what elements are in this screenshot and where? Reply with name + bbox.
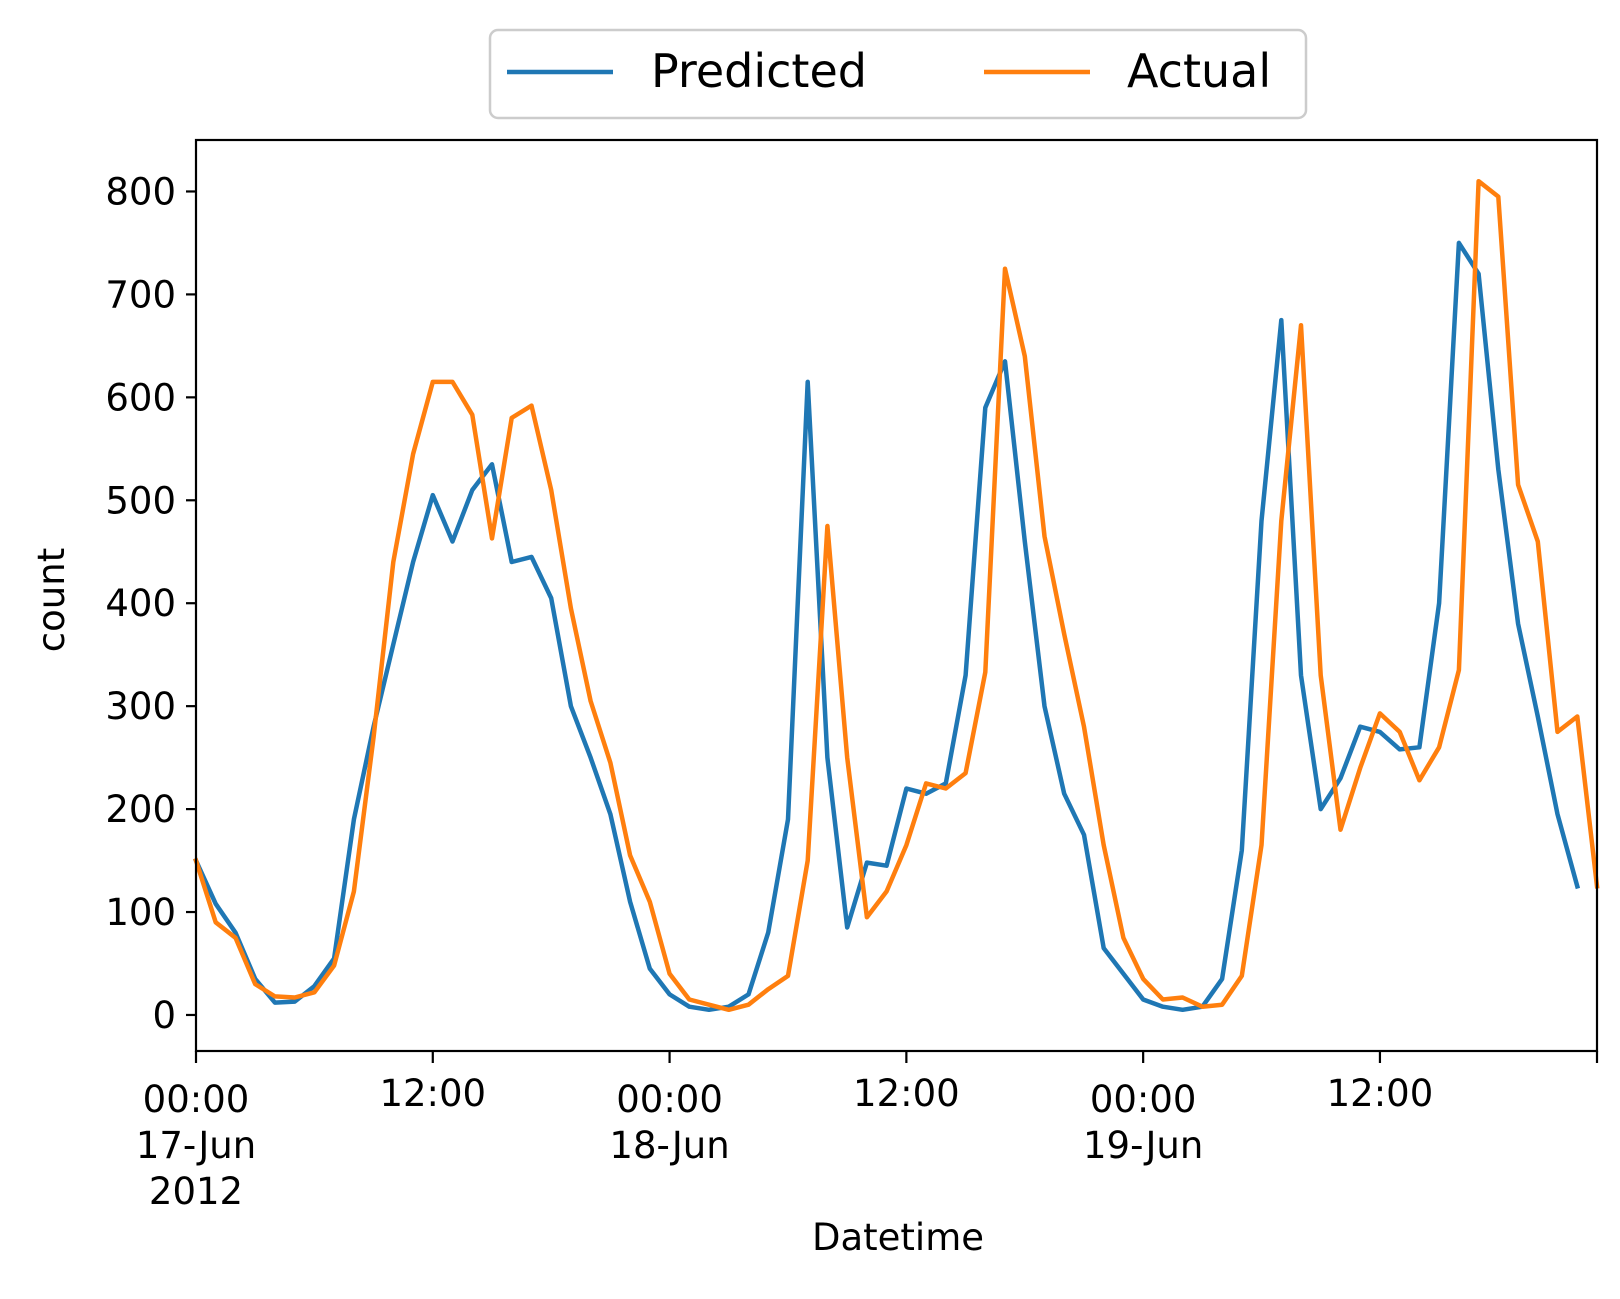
y-tick-label: 600: [105, 376, 176, 419]
x-tick-label: 12:00: [1327, 1072, 1434, 1115]
legend-label-predicted: Predicted: [651, 44, 867, 98]
series-actual: [193, 178, 1600, 1013]
plot-frame: [194, 138, 1599, 1053]
y-tick-label: 300: [105, 685, 176, 728]
x-tick-label: 00:00: [616, 1078, 723, 1121]
x-tick-label: 12:00: [853, 1072, 960, 1115]
x-tick-label: 18-Jun: [609, 1124, 729, 1167]
legend-label-actual: Actual: [1127, 44, 1271, 98]
y-tick-label: 200: [105, 788, 176, 831]
y-tick-label: 800: [105, 170, 176, 213]
x-tick-label: 19-Jun: [1083, 1124, 1203, 1167]
y-tick-label: 400: [105, 582, 176, 625]
x-axis-label: Datetime: [812, 1216, 984, 1259]
x-tick-label: 2012: [149, 1170, 243, 1213]
legend-frame: [488, 28, 1308, 120]
y-tick-label: 100: [105, 891, 176, 934]
y-tick-label: 700: [105, 273, 176, 316]
axes-layer: 010020030040050060070080000:0017-Jun2012…: [105, 138, 1599, 1213]
x-tick-label: 00:00: [1090, 1078, 1197, 1121]
x-tick-label: 00:00: [143, 1078, 250, 1121]
x-tick-label: 12:00: [379, 1072, 486, 1115]
y-tick-label: 500: [105, 479, 176, 522]
series-line-predicted: [193, 240, 1581, 1013]
y-tick-label: 0: [152, 994, 176, 1037]
series-line-actual: [193, 178, 1600, 1013]
legend: Predicted Actual: [488, 28, 1308, 120]
x-tick-label: 17-Jun: [136, 1124, 256, 1167]
series-layer: [193, 178, 1600, 1013]
y-axis-label: count: [30, 548, 73, 652]
series-predicted: [193, 240, 1581, 1013]
